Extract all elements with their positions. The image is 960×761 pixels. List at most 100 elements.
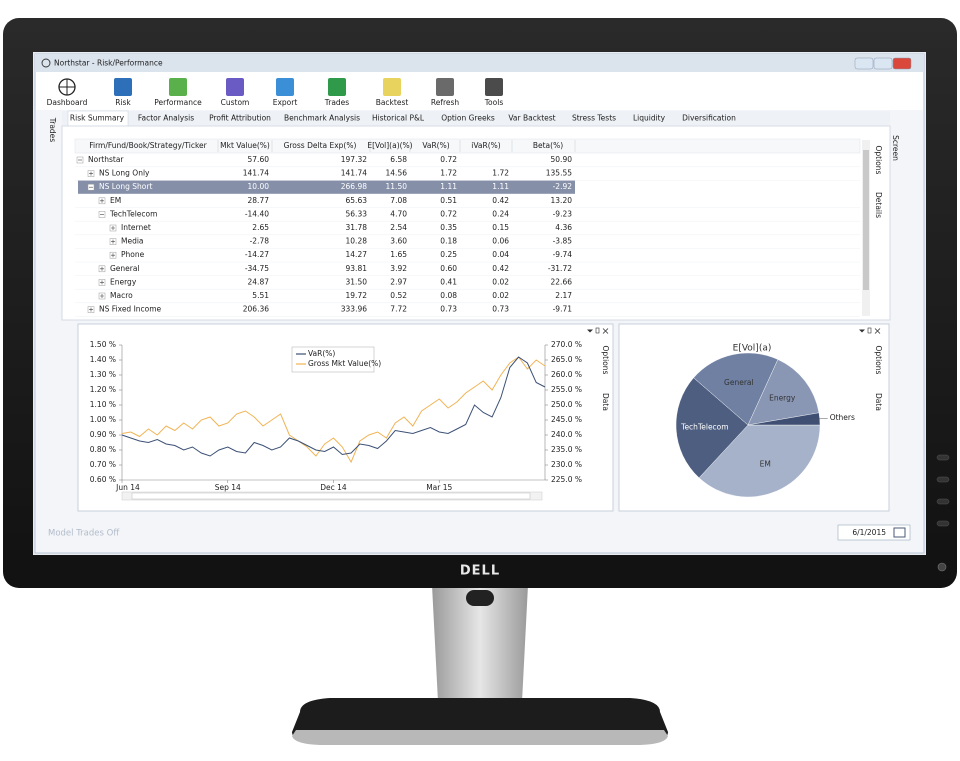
tab[interactable]: Risk Summary [70, 114, 125, 123]
toolbar-icon [328, 78, 346, 96]
maximize-button[interactable] [873, 57, 893, 70]
cell-value: 1.11 [440, 182, 457, 191]
y2-tick-label: 265.0 % [551, 355, 582, 364]
x-tick-label: Sep 14 [215, 483, 241, 492]
column-header[interactable]: Beta(%) [533, 141, 563, 150]
table-row[interactable]: Internet 2.65 31.78 2.54 0.35 0.15 4.36 [75, 223, 860, 236]
right-tab[interactable]: Details [874, 192, 883, 218]
table-row[interactable]: NS Fixed Income 206.36 333.96 7.72 0.73 0.73 -… [75, 305, 860, 317]
toolbar-icon [114, 78, 132, 96]
panel-close[interactable] [602, 328, 609, 334]
toolbar-button[interactable]: Tools [484, 78, 504, 107]
tab[interactable]: Benchmark Analysis [284, 114, 360, 123]
table-row[interactable]: NS Long Only 141.74 141.74 14.56 1.72 1.72 135… [75, 169, 860, 181]
table-row[interactable]: Northstar 57.60 197.32 6.58 0.72 50.90 [75, 155, 860, 168]
column-header[interactable]: Mkt Value(%) [220, 141, 270, 150]
chart-title: E[Vol](a) [733, 344, 772, 354]
right-tab[interactable]: Options [874, 146, 883, 175]
bezel-button[interactable] [936, 454, 950, 461]
toolbar-button[interactable]: Performance [154, 78, 202, 107]
table-row[interactable]: Energy 24.87 31.50 2.97 0.41 0.02 22.66 [75, 277, 860, 290]
toolbar-button[interactable]: Custom [221, 78, 250, 107]
power-button[interactable] [937, 562, 947, 572]
panel-tab[interactable]: Data [874, 393, 883, 411]
cell-value: -9.71 [553, 305, 573, 314]
toolbar-button[interactable]: Risk [114, 78, 132, 107]
toolbar-button[interactable]: Dashboard [47, 78, 88, 107]
cell-value: 0.08 [440, 291, 457, 300]
panel-pin[interactable] [595, 327, 600, 334]
date-box[interactable] [837, 524, 911, 541]
cell-value: 135.55 [546, 169, 572, 178]
expander-sign [100, 294, 104, 298]
row-name: TechTelecom [109, 209, 157, 218]
column-header[interactable]: VaR(%) [422, 141, 449, 150]
bezel-button[interactable] [936, 476, 950, 483]
toolbar-label: Trades [324, 98, 350, 107]
panel-menu[interactable] [859, 329, 865, 333]
y2-tick-label: 270.0 % [551, 340, 582, 349]
table-row[interactable]: Media -2.78 10.28 3.60 0.18 0.06 -3.85 [75, 237, 860, 249]
side-tab[interactable]: Trades [48, 117, 57, 143]
panel-tab[interactable]: Options [601, 346, 610, 375]
panel-menu[interactable] [587, 329, 593, 333]
column-header[interactable]: E[Vol](a)(%) [367, 141, 412, 150]
close-button[interactable] [892, 57, 912, 70]
toolbar-button[interactable]: Trades [324, 78, 350, 107]
cell-value: 2.17 [555, 291, 572, 300]
scrollbar-thumb[interactable] [863, 150, 869, 290]
panel-tab[interactable]: Options [874, 346, 883, 375]
expander-sign [89, 307, 93, 312]
tab[interactable]: Factor Analysis [138, 114, 194, 123]
expander-sign [111, 239, 115, 244]
cell-value: 4.36 [555, 223, 572, 232]
panel-close[interactable] [874, 328, 881, 334]
cell-value: -2.78 [250, 237, 270, 246]
slice-label: EM [760, 460, 771, 469]
tab[interactable]: Historical P&L [372, 114, 425, 123]
tab[interactable]: Stress Tests [572, 114, 616, 123]
screen-tab[interactable]: Screen [891, 135, 900, 161]
selected-row-bg [78, 180, 575, 194]
tab[interactable]: Diversification [682, 114, 736, 123]
toolbar-button[interactable]: Backtest [376, 78, 409, 107]
app-icon [41, 58, 51, 68]
y2-tick-label: 240.0 % [551, 430, 582, 439]
table-row[interactable]: General -34.75 93.81 3.92 0.60 0.42 -31.72 [75, 264, 860, 276]
tab[interactable]: Liquidity [633, 114, 666, 123]
cell-value: 7.08 [390, 196, 407, 205]
cell-value: 206.36 [243, 305, 269, 314]
toolbar-button[interactable]: Export [273, 78, 298, 107]
tab[interactable]: Var Backtest [508, 114, 555, 123]
table-row[interactable]: Phone -14.27 14.27 1.65 0.25 0.04 -9.74 [75, 250, 860, 263]
table-row[interactable]: Macro 5.51 19.72 0.52 0.08 0.02 2.17 [75, 291, 860, 304]
table-row[interactable]: EM 28.77 65.63 7.08 0.51 0.42 13.20 [75, 196, 860, 208]
minimize-button[interactable] [854, 57, 874, 70]
row-name: NS Long Only [99, 169, 150, 178]
y2-tick-label: 255.0 % [551, 385, 582, 394]
bezel-button[interactable] [936, 520, 950, 527]
panel-tab[interactable]: Data [601, 393, 610, 411]
bezel-button[interactable] [936, 498, 950, 505]
leader-line [812, 417, 828, 420]
column-header[interactable]: iVaR(%) [471, 141, 500, 150]
calendar-icon[interactable] [893, 527, 906, 538]
column-header[interactable]: Firm/Fund/Book/Strategy/Ticker [89, 141, 207, 150]
cell-value: -34.75 [245, 264, 269, 273]
stand-hole [466, 590, 494, 606]
title-bar [35, 54, 924, 72]
y2-tick-label: 250.0 % [551, 400, 582, 409]
tab[interactable]: Option Greeks [441, 114, 495, 123]
stand-base-edge [292, 730, 668, 745]
tab[interactable]: Profit Attribution [209, 114, 271, 123]
column-header[interactable]: Gross Delta Exp(%) [284, 141, 357, 150]
table-row[interactable]: NS Long Short 10.00 266.98 11.50 1.11 1.11 -2.… [78, 180, 575, 194]
cell-value: 31.78 [346, 223, 368, 232]
cell-value: -14.27 [245, 250, 269, 259]
toolbar-button[interactable]: Refresh [431, 78, 460, 107]
h-scrollbar-thumb[interactable] [131, 492, 531, 500]
table-row[interactable]: TechTelecom -14.40 56.33 4.70 0.72 0.24 -9.23 [75, 209, 860, 222]
slice-label: TechTelecom [680, 422, 728, 431]
panel-pin[interactable] [867, 327, 872, 334]
slice-label: Others [830, 413, 855, 422]
